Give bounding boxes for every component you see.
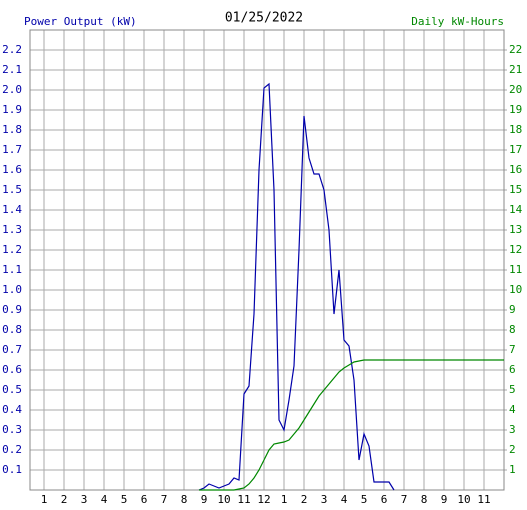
y2-tick-label: 16	[509, 163, 522, 176]
x-tick-label: 9	[201, 493, 208, 506]
y-tick-label: 0.6	[2, 363, 22, 376]
y2-tick-label: 8	[509, 323, 516, 336]
chart-title: 01/25/2022	[225, 11, 303, 26]
x-tick-label: 7	[161, 493, 168, 506]
y-tick-label: 0.7	[2, 343, 22, 356]
y2-tick-label: 10	[509, 283, 522, 296]
y2-tick-label: 6	[509, 363, 516, 376]
x-tick-label: 8	[181, 493, 188, 506]
y-tick-label: 2.2	[2, 43, 22, 56]
y-tick-label: 1.0	[2, 283, 22, 296]
y2-tick-label: 18	[509, 123, 522, 136]
y2-tick-label: 17	[509, 143, 522, 156]
x-tick-label: 2	[61, 493, 68, 506]
x-tick-label: 2	[301, 493, 308, 506]
y-tick-label: 0.4	[2, 403, 22, 416]
x-tick-label: 3	[81, 493, 88, 506]
x-tick-label: 7	[401, 493, 408, 506]
y-tick-label: 0.8	[2, 323, 22, 336]
y2-tick-label: 7	[509, 343, 516, 356]
y-tick-label: 1.7	[2, 143, 22, 156]
y2-tick-label: 5	[509, 383, 516, 396]
y2-tick-label: 22	[509, 43, 522, 56]
x-tick-label: 9	[441, 493, 448, 506]
x-tick-label: 5	[361, 493, 368, 506]
x-tick-label: 3	[321, 493, 328, 506]
y-tick-label: 0.5	[2, 383, 22, 396]
y2-tick-label: 3	[509, 423, 516, 436]
y2-tick-label: 14	[509, 203, 523, 216]
y2-tick-label: 9	[509, 303, 516, 316]
y-tick-label: 1.5	[2, 183, 22, 196]
y2-tick-label: 1	[509, 463, 516, 476]
y-axis-label: Power Output (kW)	[24, 15, 137, 28]
y2-tick-label: 2	[509, 443, 516, 456]
y2-tick-label: 4	[509, 403, 516, 416]
y-tick-label: 1.9	[2, 103, 22, 116]
y2-tick-label: 21	[509, 63, 522, 76]
x-tick-label: 10	[217, 493, 230, 506]
y-tick-label: 1.3	[2, 223, 22, 236]
plot-frame	[29, 29, 505, 491]
y-tick-label: 1.8	[2, 123, 22, 136]
y-tick-label: 0.2	[2, 443, 22, 456]
y2-tick-label: 13	[509, 223, 522, 236]
x-tick-label: 1	[41, 493, 48, 506]
y2-tick-label: 20	[509, 83, 522, 96]
x-tick-label: 4	[101, 493, 108, 506]
x-tick-label: 8	[421, 493, 428, 506]
x-tick-label: 6	[141, 493, 148, 506]
y2-tick-label: 11	[509, 263, 522, 276]
y2-tick-label: 19	[509, 103, 522, 116]
x-tick-label: 6	[381, 493, 388, 506]
x-tick-label: 10	[457, 493, 470, 506]
series-line	[199, 359, 504, 491]
y2-axis-label: Daily kW-Hours	[411, 15, 504, 28]
y-tick-label: 1.4	[2, 203, 22, 216]
y-tick-label: 0.3	[2, 423, 22, 436]
y-tick-label: 1.2	[2, 243, 22, 256]
x-tick-label: 11	[237, 493, 250, 506]
x-tick-label: 1	[281, 493, 288, 506]
y-tick-label: 0.1	[2, 463, 22, 476]
x-tick-label: 12	[257, 493, 270, 506]
y2-tick-label: 12	[509, 243, 522, 256]
y-tick-label: 1.6	[2, 163, 22, 176]
x-tick-label: 4	[341, 493, 348, 506]
y-tick-label: 2.0	[2, 83, 22, 96]
y-tick-label: 2.1	[2, 63, 22, 76]
x-tick-label: 11	[477, 493, 490, 506]
series-line	[198, 82, 395, 491]
y-tick-label: 0.9	[2, 303, 22, 316]
x-tick-label: 5	[121, 493, 128, 506]
y-tick-label: 1.1	[2, 263, 22, 276]
plot-area	[30, 30, 504, 490]
y2-tick-label: 15	[509, 183, 522, 196]
